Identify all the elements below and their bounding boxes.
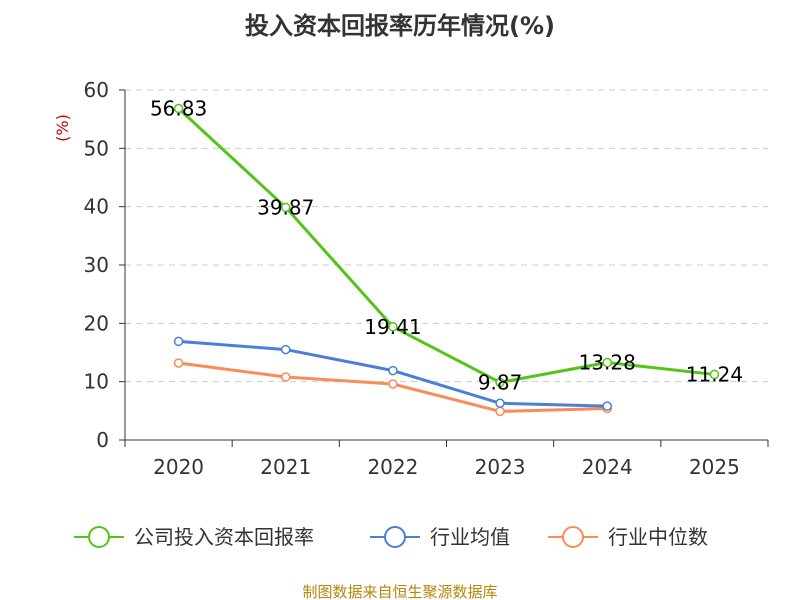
data-label: 11.24: [686, 362, 743, 386]
data-point: [602, 401, 612, 411]
data-label: 39.87: [257, 195, 314, 219]
data-label: 9.87: [478, 370, 523, 394]
data-label-layer: 56.83 39.87 19.41 9.87 13.28 11.24: [150, 96, 743, 394]
data-label: 13.28: [579, 351, 636, 375]
data-point: [173, 358, 184, 368]
data-label: 19.41: [364, 315, 421, 339]
y-axis-unit-label: (%): [53, 114, 72, 142]
x-tick-label: 2025: [689, 455, 740, 479]
x-tick-label: 2023: [475, 455, 526, 479]
x-tick-label: 2020: [153, 455, 204, 479]
legend-marker-icon: [562, 526, 584, 548]
data-label: 56.83: [150, 96, 207, 120]
grid-layer: [125, 89, 768, 383]
data-point: [281, 344, 291, 355]
data-point: [173, 336, 184, 347]
x-tick-label: 2024: [582, 455, 633, 479]
series-layer: [173, 103, 720, 417]
y-tick-label: 40: [84, 195, 109, 219]
x-tick-label: 2022: [367, 455, 418, 479]
legend-label: 公司投入资本回报率: [134, 525, 314, 549]
data-point: [281, 202, 291, 213]
y-tick-label: 20: [84, 311, 109, 335]
data-point: [388, 365, 398, 376]
y-tick-label: 10: [84, 370, 109, 394]
data-point: [388, 379, 398, 389]
series-line: [177, 107, 715, 384]
data-point: [495, 398, 505, 408]
x-tick-label: 2021: [260, 455, 311, 479]
axis-layer: 0 10 20 30 40 50 60 2020 2021 2022 2023 2024 2025: [84, 78, 769, 479]
y-tick-label: 50: [84, 136, 109, 160]
legend-marker-icon: [384, 526, 406, 548]
y-tick-label: 30: [84, 253, 109, 277]
source-footnote: 制图数据来自恒生聚源数据库: [302, 583, 497, 600]
data-point: [709, 369, 720, 380]
legend: 公司投入资本回报率 行业均值 行业中位数: [74, 525, 708, 549]
y-tick-label: 0: [96, 428, 109, 452]
y-tick-label: 60: [84, 78, 109, 102]
data-point: [602, 357, 612, 368]
data-point: [495, 406, 505, 417]
data-point: [495, 377, 505, 388]
data-point: [281, 372, 291, 382]
chart-title: 投入资本回报率历年情况(%): [245, 12, 555, 40]
data-point: [173, 103, 184, 114]
legend-label: 行业均值: [430, 525, 510, 549]
data-point: [388, 322, 398, 332]
legend-marker-icon: [88, 526, 110, 548]
legend-label: 行业中位数: [608, 525, 708, 549]
